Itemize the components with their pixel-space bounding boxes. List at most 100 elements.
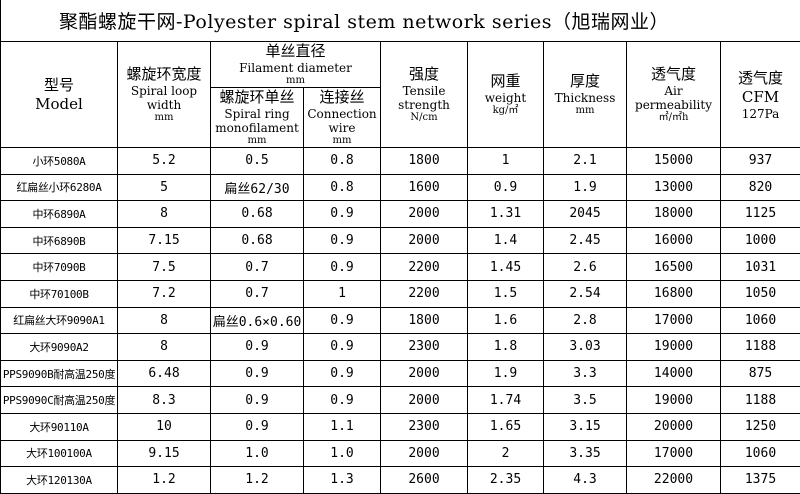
value-cell: 2.45 [544,227,627,254]
header-line: N/cm [381,112,467,124]
value-cell: 0.9 [211,360,304,387]
header-line: Spiral ring [211,107,303,121]
value-cell: 19000 [627,334,721,361]
value-cell: 1.0 [304,440,381,467]
value-cell: 1600 [381,174,468,201]
header-line: 127Pa [721,107,800,121]
value-cell: 0.9 [304,307,381,334]
value-cell: 1050 [721,280,800,307]
value-cell: 2600 [381,467,468,494]
value-cell: 2.8 [544,307,627,334]
value-cell: 16800 [627,280,721,307]
value-cell: 8 [118,334,211,361]
model-cell: 中环70100B [1,280,118,307]
value-cell: 8 [118,201,211,228]
value-cell: 0.9 [211,413,304,440]
value-cell: 6.48 [118,360,211,387]
value-cell: 1188 [721,387,800,414]
value-cell: 2000 [381,387,468,414]
value-cell: 3.35 [544,440,627,467]
value-cell: 16000 [627,227,721,254]
value-cell: 扁丝0.6×0.60 [211,307,304,334]
value-cell: 3.03 [544,334,627,361]
value-cell: 1.2 [211,467,304,494]
value-cell: 1.8 [468,334,544,361]
value-cell: 0.9 [211,334,304,361]
value-cell: 扁丝62/30 [211,174,304,201]
header-line: Air [627,84,720,98]
value-cell: 22000 [627,467,721,494]
value-cell: 1.31 [468,201,544,228]
value-cell: 2000 [381,227,468,254]
value-cell: 2000 [381,360,468,387]
value-cell: 19000 [627,387,721,414]
model-cell: 小环5080A [1,148,118,175]
table-title: 聚酯螺旋干网-Polyester spiral stem network ser… [1,0,800,42]
header-line: width [118,98,210,112]
header-line: 透气度 [627,65,720,84]
value-cell: 1.3 [304,467,381,494]
value-cell: 1.2 [118,467,211,494]
value-cell: 2000 [381,440,468,467]
header-line: ㎡/㎡h [627,112,720,124]
value-cell: 0.9 [304,360,381,387]
value-cell: 9.15 [118,440,211,467]
header-line: Filament diameter [211,61,380,75]
value-cell: 17000 [627,307,721,334]
model-cell: 红扁丝大环9090A1 [1,307,118,334]
header-line: mm [211,135,303,147]
value-cell: 937 [721,148,800,175]
value-cell: 820 [721,174,800,201]
header-line: strength [381,98,467,112]
header-line: 厚度 [544,72,626,91]
value-cell: 5.2 [118,148,211,175]
header-line: 网重 [468,72,543,91]
value-cell: 0.68 [211,201,304,228]
value-cell: 0.7 [211,254,304,281]
value-cell: 1.45 [468,254,544,281]
value-cell: 17000 [627,440,721,467]
value-cell: 0.9 [211,387,304,414]
value-cell: 0.8 [304,148,381,175]
spec-sheet: 聚酯螺旋干网-Polyester spiral stem network ser… [0,0,800,482]
value-cell: 8.3 [118,387,211,414]
value-cell: 2.35 [468,467,544,494]
value-cell: 10 [118,413,211,440]
header-line: 型号 [1,76,117,95]
model-cell: 中环7090B [1,254,118,281]
header-line: Connection [304,107,380,121]
header-line: mm [211,75,380,87]
value-cell: 1060 [721,307,800,334]
value-cell: 5 [118,174,211,201]
value-cell: 3.15 [544,413,627,440]
value-cell: 1 [468,148,544,175]
value-cell: 0.9 [304,201,381,228]
value-cell: 0.8 [304,174,381,201]
value-cell: 2200 [381,254,468,281]
header-line: Tensile [381,84,467,98]
value-cell: 1031 [721,254,800,281]
value-cell: 0.9 [304,227,381,254]
value-cell: 875 [721,360,800,387]
value-cell: 1000 [721,227,800,254]
value-cell: 1800 [381,307,468,334]
value-cell: 1.9 [544,174,627,201]
value-cell: 1.9 [468,360,544,387]
value-cell: 1250 [721,413,800,440]
